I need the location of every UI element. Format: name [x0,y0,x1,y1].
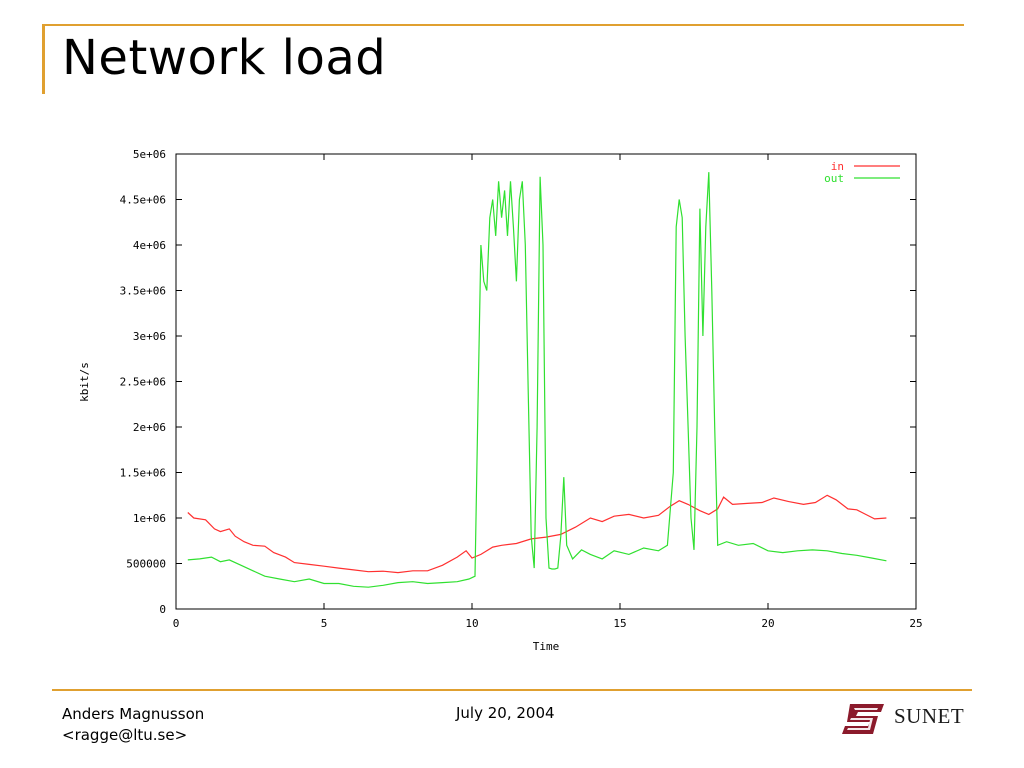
x-tick-label: 15 [613,617,626,630]
series-line-out [187,172,887,588]
footer-author-name: Anders Magnusson [62,705,205,723]
legend-label-in: in [831,160,844,173]
y-tick-label: 1.5e+06 [120,467,166,480]
x-tick-label: 25 [909,617,922,630]
legend-label-out: out [824,172,844,185]
x-tick-label: 10 [465,617,478,630]
footer-date: July 20, 2004 [456,704,555,722]
title-accent-line [42,24,964,26]
y-tick-label: 1e+06 [133,512,166,525]
series-group [187,172,887,588]
x-tick-label: 0 [173,617,180,630]
y-tick-label: 4.5e+06 [120,194,166,207]
y-axis-label: kbit/s [78,362,91,402]
x-tick-label: 20 [761,617,774,630]
sunet-logo: SUNET [840,700,980,740]
y-tick-label: 0 [159,603,166,616]
y-tick-label: 5e+06 [133,148,166,161]
y-tick-label: 4e+06 [133,239,166,252]
slide-title: Network load [62,30,387,86]
y-tick-label: 2.5e+06 [120,376,166,389]
footer-author-email: <ragge@ltu.se> [62,726,188,744]
series-line-in [187,494,887,574]
sunet-logo-text: SUNET [894,704,965,728]
y-tick-label: 2e+06 [133,421,166,434]
x-axis: 0 5 10 15 20 25 [173,154,923,630]
title-accent-bar [42,24,45,94]
sunet-logo-icon [842,704,884,734]
y-axis: 0 500000 1e+06 1.5e+06 2e+06 2.5e+06 3e+06 3.5e… [120,148,916,616]
plot-frame [175,153,917,610]
x-axis-label: Time [533,640,560,653]
y-tick-label: 3.5e+06 [120,285,166,298]
footer-author: Anders Magnusson <ragge@ltu.se> [62,704,204,746]
x-tick-label: 5 [321,617,328,630]
network-load-chart: 0 500000 1e+06 1.5e+06 2e+06 2.5e+06 3e+06 3.5e… [78,148,923,653]
y-tick-label: 500000 [126,558,166,571]
y-tick-label: 3e+06 [133,330,166,343]
footer-divider [52,689,972,691]
